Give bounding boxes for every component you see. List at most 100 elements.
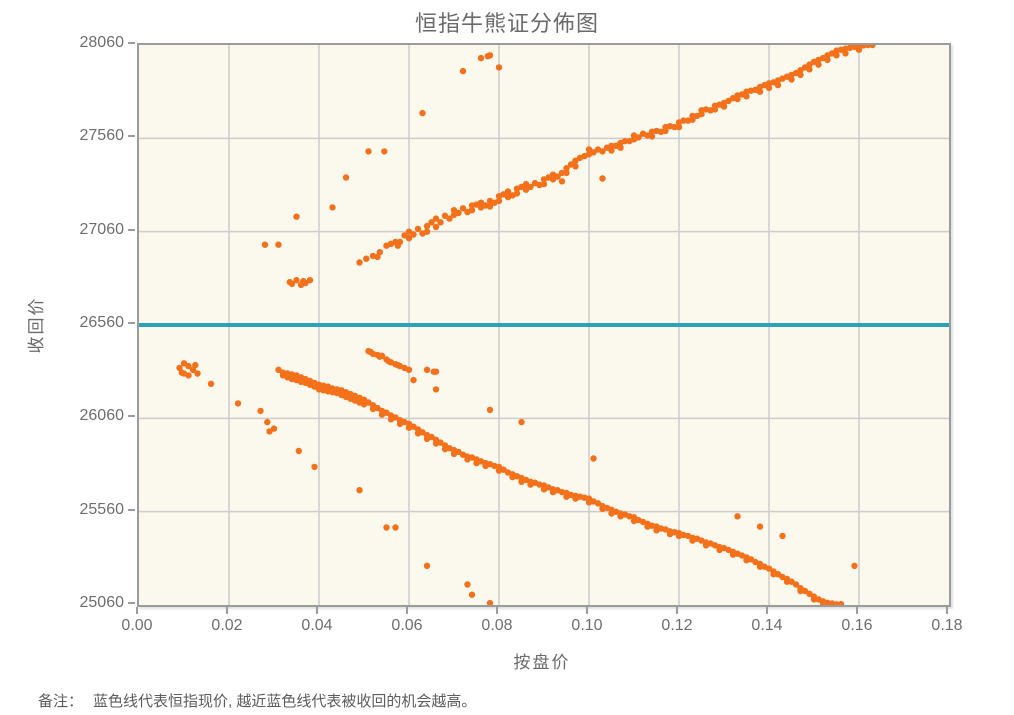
scatter-point[interactable] <box>842 50 849 57</box>
scatter-point[interactable] <box>432 386 440 393</box>
scatter-point[interactable] <box>295 447 302 455</box>
scatter-point[interactable] <box>306 277 314 284</box>
scatter-point[interactable] <box>486 203 494 210</box>
scatter-point[interactable] <box>293 277 300 284</box>
scatter-point[interactable] <box>810 596 818 603</box>
scatter-point[interactable] <box>432 215 440 222</box>
scatter-point[interactable] <box>590 455 597 462</box>
scatter-point[interactable] <box>621 137 629 145</box>
scatter-point[interactable] <box>554 173 561 180</box>
scatter-point[interactable] <box>486 599 494 605</box>
scatter-point[interactable] <box>464 581 471 588</box>
scatter-point[interactable] <box>405 366 413 373</box>
scatter-point[interactable] <box>356 259 363 266</box>
scatter-point[interactable] <box>342 174 350 181</box>
scatter-point[interactable] <box>264 418 271 426</box>
scatter-point[interactable] <box>468 207 476 214</box>
scatter-point[interactable] <box>459 205 467 212</box>
scatter-point[interactable] <box>558 169 566 177</box>
scatter-point[interactable] <box>797 71 804 79</box>
scatter-point[interactable] <box>396 238 404 246</box>
scatter-point[interactable] <box>815 61 822 68</box>
scatter-point[interactable] <box>617 144 624 151</box>
scatter-point[interactable] <box>378 352 386 359</box>
scatter-point[interactable] <box>558 178 566 185</box>
scatter-point[interactable] <box>311 463 318 471</box>
scatter-point[interactable] <box>419 109 426 117</box>
scatter-point[interactable] <box>756 88 764 95</box>
scatter-point[interactable] <box>765 84 773 92</box>
scatter-point[interactable] <box>383 524 390 531</box>
scatter-point[interactable] <box>734 513 741 520</box>
scatter-point[interactable] <box>356 487 363 494</box>
scatter-point[interactable] <box>288 280 296 288</box>
scatter-point[interactable] <box>432 223 440 231</box>
scatter-point[interactable] <box>486 52 494 59</box>
scatter-point[interactable] <box>405 235 413 242</box>
scatter-point[interactable] <box>495 197 503 205</box>
scatter-point[interactable] <box>513 190 521 197</box>
scatter-point[interactable] <box>837 600 845 605</box>
scatter-point[interactable] <box>414 225 422 233</box>
scatter-point[interactable] <box>756 523 764 530</box>
scatter-point[interactable] <box>855 46 863 53</box>
scatter-point[interactable] <box>851 562 858 569</box>
scatter-point[interactable] <box>527 183 534 191</box>
scatter-point[interactable] <box>270 425 278 432</box>
scatter-point[interactable] <box>207 380 215 387</box>
scatter-point[interactable] <box>234 400 242 407</box>
scatter-point[interactable] <box>797 587 804 595</box>
scatter-point[interactable] <box>698 110 705 118</box>
scatter-point[interactable] <box>711 106 719 113</box>
scatter-point[interactable] <box>423 366 431 373</box>
scatter-point[interactable] <box>788 76 795 83</box>
scatter-point[interactable] <box>563 169 570 177</box>
scatter-point[interactable] <box>662 127 669 135</box>
scatter-point[interactable] <box>743 93 750 100</box>
scatter-point[interactable] <box>680 117 687 124</box>
scatter-point[interactable] <box>410 376 417 384</box>
scatter-point[interactable] <box>423 562 431 569</box>
scatter-point[interactable] <box>365 148 372 155</box>
scatter-point[interactable] <box>572 163 579 170</box>
scatter-point[interactable] <box>423 228 431 235</box>
scatter-point[interactable] <box>608 147 615 154</box>
scatter-point[interactable] <box>410 231 417 238</box>
scatter-point[interactable] <box>192 361 199 369</box>
scatter-point[interactable] <box>257 407 264 415</box>
scatter-point[interactable] <box>392 524 399 531</box>
scatter-point[interactable] <box>185 362 192 370</box>
scatter-point[interactable] <box>468 591 476 598</box>
scatter-point[interactable] <box>720 103 728 110</box>
scatter-point[interactable] <box>774 81 782 89</box>
scatter-point[interactable] <box>275 241 282 248</box>
scatter-point[interactable] <box>459 67 467 75</box>
scatter-point[interactable] <box>477 54 485 62</box>
scatter-point[interactable] <box>376 249 383 256</box>
scatter-point[interactable] <box>540 180 548 188</box>
scatter-point[interactable] <box>869 45 876 49</box>
scatter-point[interactable] <box>486 406 494 414</box>
scatter-point[interactable] <box>675 123 683 131</box>
scatter-point[interactable] <box>455 209 462 217</box>
scatter-point[interactable] <box>563 165 570 172</box>
scatter-point[interactable] <box>833 52 840 59</box>
scatter-point[interactable] <box>635 134 642 141</box>
scatter-point[interactable] <box>608 142 615 149</box>
scatter-point[interactable] <box>648 133 656 140</box>
scatter-point[interactable] <box>599 175 606 182</box>
scatter-point[interactable] <box>770 571 777 578</box>
scatter-point[interactable] <box>194 370 201 377</box>
scatter-point[interactable] <box>446 215 453 222</box>
scatter-point[interactable] <box>792 581 800 588</box>
scatter-point[interactable] <box>495 64 503 71</box>
scatter-point[interactable] <box>423 222 431 230</box>
scatter-point[interactable] <box>381 148 388 155</box>
scatter-point[interactable] <box>806 66 813 73</box>
scatter-point[interactable] <box>432 368 440 375</box>
scatter-point[interactable] <box>779 532 786 540</box>
scatter-point[interactable] <box>599 148 606 155</box>
scatter-point[interactable] <box>689 116 696 123</box>
scatter-point[interactable] <box>261 241 269 248</box>
scatter-point[interactable] <box>293 213 300 220</box>
